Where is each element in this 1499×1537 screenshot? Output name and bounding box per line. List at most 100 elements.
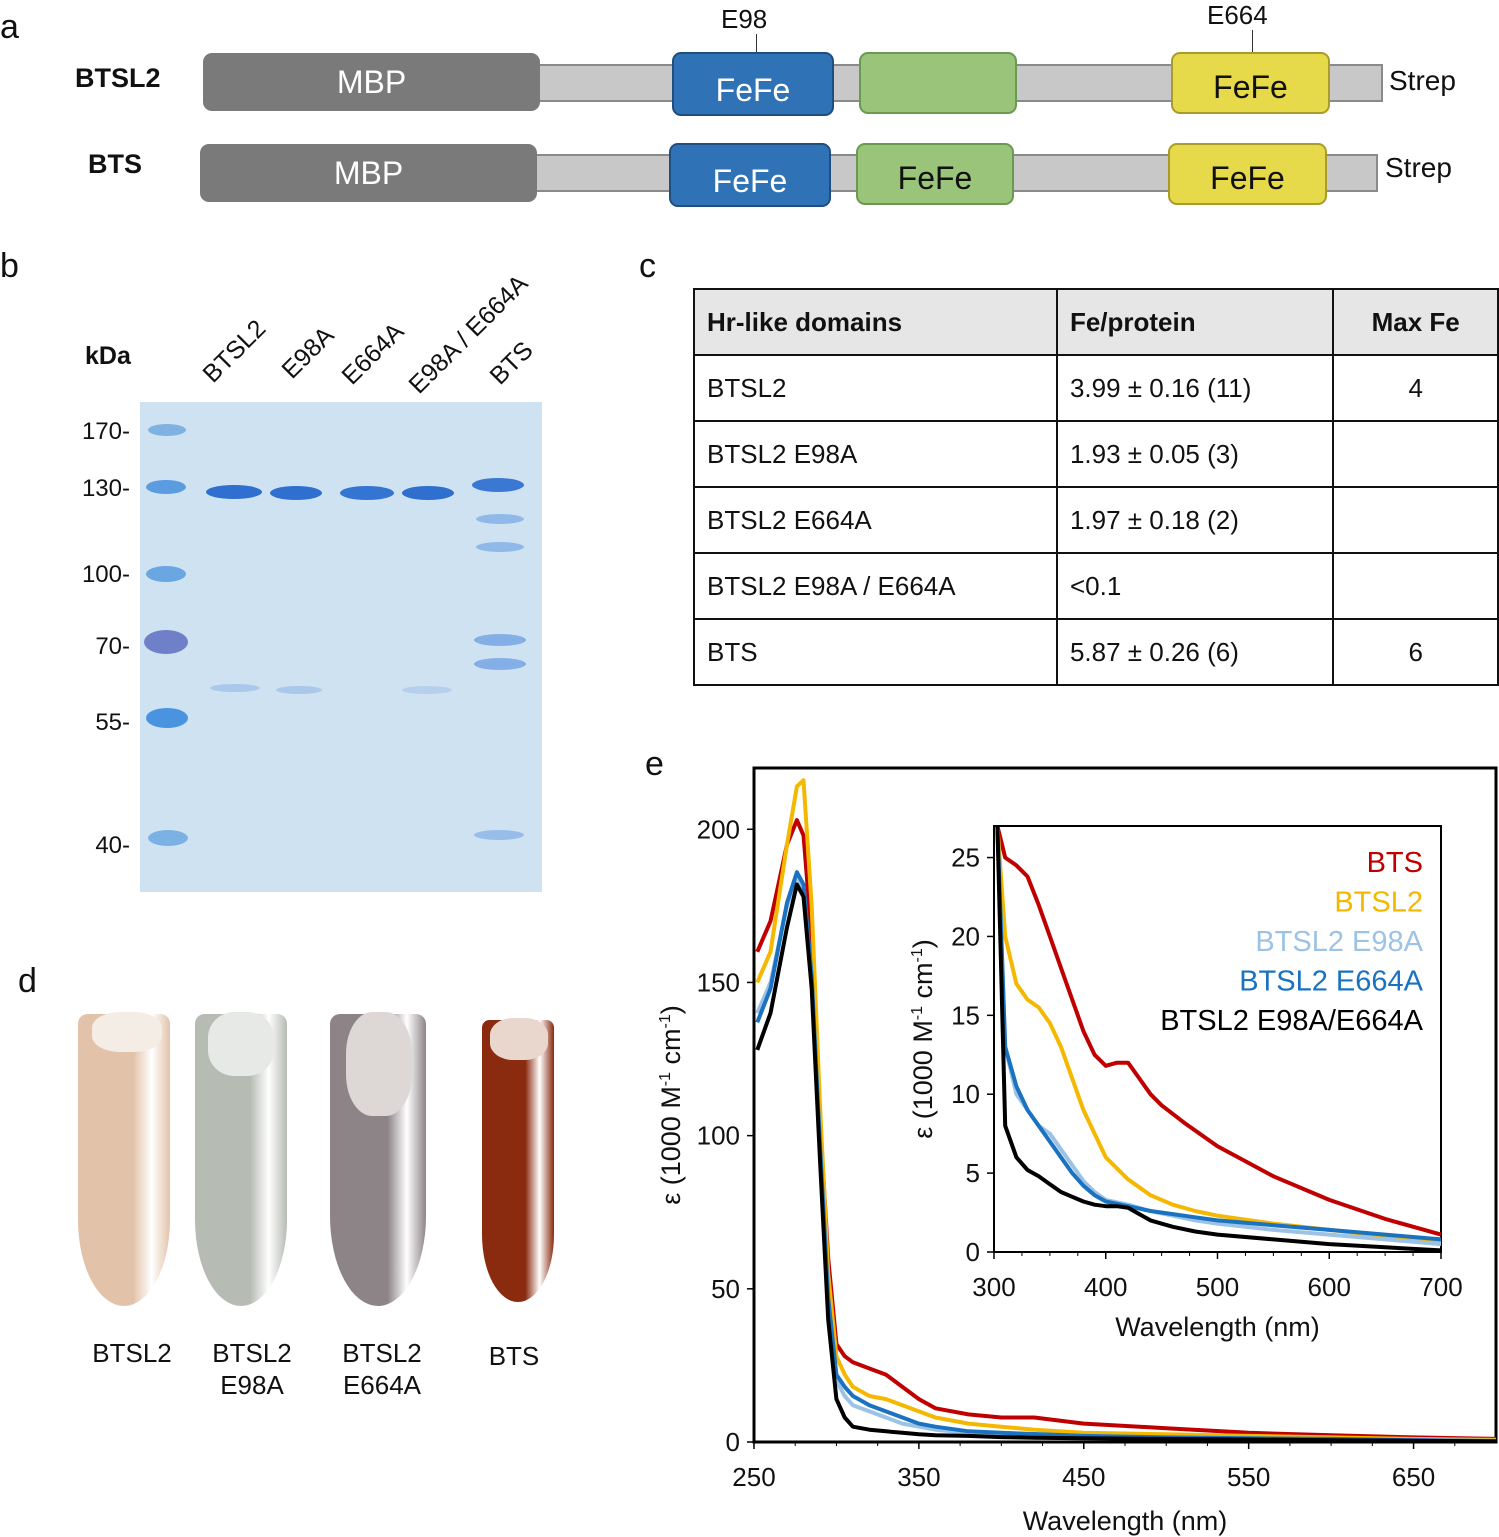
- table-cell: 5.87 ± 0.26 (6): [1055, 618, 1335, 686]
- table-row: BTS 5.87 ± 0.26 (6) 6: [693, 618, 1499, 686]
- row-name-bts: BTS: [88, 149, 142, 179]
- ladder-band: [144, 630, 188, 654]
- inset-x-tick-label: 500: [1196, 1272, 1239, 1302]
- main-y-tick-label: 200: [697, 814, 740, 844]
- table-cell: BTSL2: [693, 354, 1058, 422]
- mutation-e664-label: E664: [1207, 0, 1268, 30]
- fefe-domain-2-bts: FeFe: [856, 143, 1014, 205]
- table-cell: BTS: [693, 618, 1058, 686]
- inset-x-tick-label: 600: [1308, 1272, 1351, 1302]
- main-x-tick-label: 550: [1227, 1462, 1270, 1492]
- ladder-band: [146, 708, 188, 728]
- faint-band: [476, 514, 524, 524]
- sample-tube-bts: [482, 1020, 554, 1302]
- main-x-tick-label: 350: [897, 1462, 940, 1492]
- protein-band-e98a-e664a: [402, 486, 454, 500]
- main-y-tick-label: 100: [697, 1121, 740, 1151]
- main-y-tick-label: 0: [726, 1427, 740, 1457]
- legend-entry-btsl2: BTSL2: [1334, 887, 1423, 919]
- tube-meniscus: [346, 1012, 412, 1116]
- tube-label-bts: BTS: [488, 1341, 540, 1371]
- fefe-domain-1-btsl2: FeFe: [672, 52, 834, 116]
- mbp-domain-btsl2: MBP: [203, 53, 540, 111]
- header-fe-protein: Fe/protein: [1055, 288, 1335, 356]
- table-row: BTSL2 E98A / E664A <0.1: [693, 552, 1499, 620]
- mw-marker-130: 130-: [81, 475, 130, 502]
- main-series-btsl2: [755, 778, 1496, 1442]
- fefe-domain-3-btsl2: FeFe: [1171, 52, 1330, 114]
- table-cell: [1332, 552, 1499, 620]
- iron-content-table: Hr-like domains Fe/protein Max Fe BTSL2 …: [693, 288, 1499, 686]
- faint-band: [476, 542, 524, 552]
- mutation-e664-tick: [1252, 30, 1253, 52]
- tube-meniscus: [490, 1018, 548, 1060]
- inset-x-tick-label: 700: [1419, 1272, 1462, 1302]
- inset-y-tick-label: 5: [966, 1158, 980, 1188]
- empty-domain-2-btsl2: [859, 52, 1017, 114]
- legend-entry-btsl2-e664a: BTSL2 E664A: [1239, 966, 1423, 998]
- legend-entry-bts: BTS: [1367, 847, 1423, 879]
- protein-band-e664a: [340, 486, 394, 500]
- table-header-row: Hr-like domains Fe/protein Max Fe: [693, 288, 1499, 356]
- faint-band: [474, 830, 524, 840]
- mbp-domain-bts: MBP: [200, 144, 537, 202]
- panel-a-label: a: [0, 8, 19, 46]
- table-cell: [1332, 486, 1499, 554]
- sds-page-gel: [140, 402, 542, 892]
- row-name-btsl2: BTSL2: [75, 63, 161, 93]
- panel-e-label: e: [645, 745, 664, 783]
- fefe-domain-1-bts: FeFe: [669, 143, 831, 207]
- header-domains: Hr-like domains: [693, 288, 1058, 356]
- strep-tag-bts: Strep: [1385, 152, 1452, 183]
- fefe-domain-3-bts: FeFe: [1168, 143, 1327, 205]
- inset-x-axis-label: Wavelength (nm): [1115, 1312, 1320, 1342]
- table-cell: [1332, 420, 1499, 488]
- protein-band-e98a: [270, 486, 322, 500]
- tube-label-btsl2-e664a: BTSL2 E664A: [342, 1338, 422, 1400]
- inset-y-tick-label: 20: [951, 921, 980, 951]
- header-max-fe: Max Fe: [1332, 288, 1499, 356]
- mutation-e98-label: E98: [721, 4, 768, 34]
- inset-y-tick-label: 15: [951, 1000, 980, 1030]
- mw-marker-100: 100-: [81, 561, 130, 588]
- main-y-tick-label: 50: [711, 1274, 740, 1304]
- kda-label: kDa: [85, 342, 131, 370]
- main-y-axis-label: ε (1000 M-1 cm-1): [656, 1005, 686, 1205]
- faint-band: [474, 658, 526, 670]
- panel-b-label: b: [0, 247, 19, 285]
- legend-entry-btsl2-e98a-e664a: BTSL2 E98A/E664A: [1160, 1005, 1423, 1037]
- tube-label-btsl2: BTSL2: [92, 1338, 172, 1368]
- main-series-btsl2-e98a-e664a: [755, 882, 1496, 1442]
- mutation-e98-tick: [756, 34, 757, 52]
- table-cell: 4: [1332, 354, 1499, 422]
- inset-series-bts: [995, 826, 1441, 1237]
- table-cell: 1.93 ± 0.05 (3): [1055, 420, 1335, 488]
- faint-band: [474, 634, 526, 646]
- inset-y-tick-label: 25: [951, 843, 980, 873]
- panel-d-label: d: [18, 962, 37, 1000]
- inset-y-axis-label: ε (1000 M-1 cm-1): [908, 939, 938, 1139]
- table-cell: 1.97 ± 0.18 (2): [1055, 486, 1335, 554]
- inset-x-tick-label: 400: [1084, 1272, 1127, 1302]
- inset-y-tick-label: 0: [966, 1237, 980, 1267]
- inset-y-tick-label: 10: [951, 1079, 980, 1109]
- main-series-bts: [755, 818, 1496, 1441]
- inset-series-btsl2-e98a-e664a: [995, 826, 1441, 1252]
- table-row: BTSL2 E664A 1.97 ± 0.18 (2): [693, 486, 1499, 554]
- table-row: BTSL2 3.99 ± 0.16 (11) 4: [693, 354, 1499, 422]
- sample-tube-btsl2: [78, 1014, 170, 1306]
- mw-marker-170: 170-: [81, 418, 130, 445]
- table-cell: BTSL2 E98A / E664A: [693, 552, 1058, 620]
- ladder-band: [148, 830, 188, 846]
- mw-marker-55: 55-: [95, 709, 130, 736]
- tube-meniscus: [92, 1012, 162, 1052]
- mw-marker-40: 40-: [95, 832, 130, 859]
- inset-x-tick-label: 300: [972, 1272, 1015, 1302]
- table-cell: BTSL2 E98A: [693, 420, 1058, 488]
- main-x-axis-label: Wavelength (nm): [1023, 1506, 1228, 1536]
- panel-c-label: c: [639, 247, 656, 285]
- ladder-band: [148, 424, 186, 436]
- main-y-tick-label: 150: [697, 967, 740, 997]
- legend-entry-btsl2-e98a: BTSL2 E98A: [1255, 926, 1423, 958]
